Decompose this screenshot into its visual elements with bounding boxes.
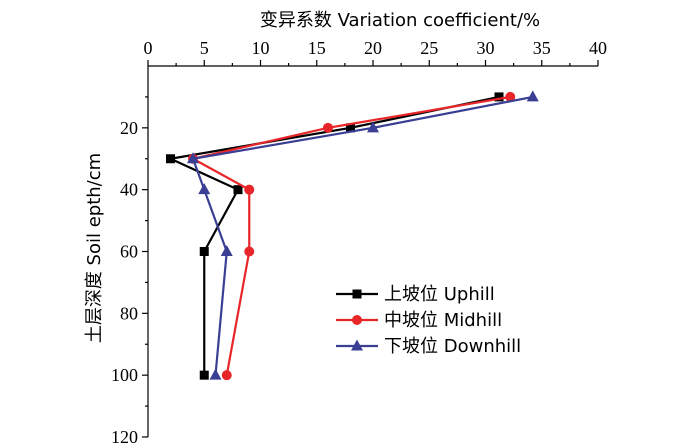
legend: 上坡位 Uphill 中坡位 Midhill 下坡位 Downhill [336, 284, 521, 357]
data-point-uphill [346, 123, 355, 133]
data-point-downhill [367, 121, 379, 133]
x-tick-label: 0 [144, 38, 153, 58]
legend-marker-downhill [351, 339, 363, 351]
data-point-uphill [199, 370, 209, 380]
y-tick-label: 20 [120, 118, 138, 138]
y-tick-label: 60 [120, 242, 138, 262]
legend-item-midhill: 中坡位 Midhill [336, 310, 502, 331]
y-tick-label: 100 [111, 365, 138, 385]
x-tick-label: 30 [477, 38, 495, 58]
y-axis-title: 土层深度 Soil epth/cm [84, 153, 105, 343]
legend-item-downhill: 下坡位 Downhill [336, 336, 521, 357]
data-point-uphill [233, 185, 243, 195]
x-tick-label: 20 [364, 38, 382, 58]
data-point-uphill [494, 92, 504, 102]
y-tick-label: 120 [111, 427, 138, 447]
series-midhill [188, 91, 516, 381]
x-tick-label: 35 [533, 38, 551, 58]
legend-item-uphill: 上坡位 Uphill [336, 284, 495, 305]
axes: 0 5 10 15 20 25 30 35 40 20 40 60 80 100 120 [111, 38, 607, 447]
data-point-downhill [198, 183, 211, 195]
x-tick-label: 15 [308, 38, 326, 58]
series-layer [166, 90, 539, 381]
x-tick-label: 5 [200, 38, 209, 58]
legend-label: 下坡位 Downhill [384, 336, 521, 357]
y-tick-label: 40 [120, 180, 138, 200]
data-point-downhill [220, 245, 233, 256]
x-axis-title: 变异系数 Variation coefficient/% [260, 10, 540, 31]
legend-label: 上坡位 Uphill [384, 284, 495, 305]
data-point-midhill [505, 91, 516, 102]
data-point-midhill [221, 370, 232, 381]
data-point-downhill [526, 90, 539, 102]
data-point-midhill [323, 122, 333, 133]
x-tick-label: 10 [252, 38, 270, 58]
series-line-downhill [191, 95, 533, 376]
data-point-downhill [209, 368, 222, 380]
x-tick-label: 25 [420, 38, 438, 58]
data-point-downhill [187, 152, 199, 164]
data-point-uphill [166, 154, 175, 164]
x-tick-label: 40 [589, 38, 607, 58]
legend-marker-midhill [352, 315, 362, 325]
series-downhill [187, 90, 539, 380]
series-line-uphill [166, 95, 500, 376]
legend-label: 中坡位 Midhill [384, 310, 502, 331]
series-line-midhill [189, 95, 511, 376]
data-point-uphill [199, 247, 209, 256]
data-point-midhill [244, 184, 255, 195]
y-tick-label: 80 [120, 303, 138, 323]
series-uphill [166, 92, 504, 380]
data-point-midhill [244, 246, 255, 257]
legend-marker-uphill [352, 289, 362, 299]
